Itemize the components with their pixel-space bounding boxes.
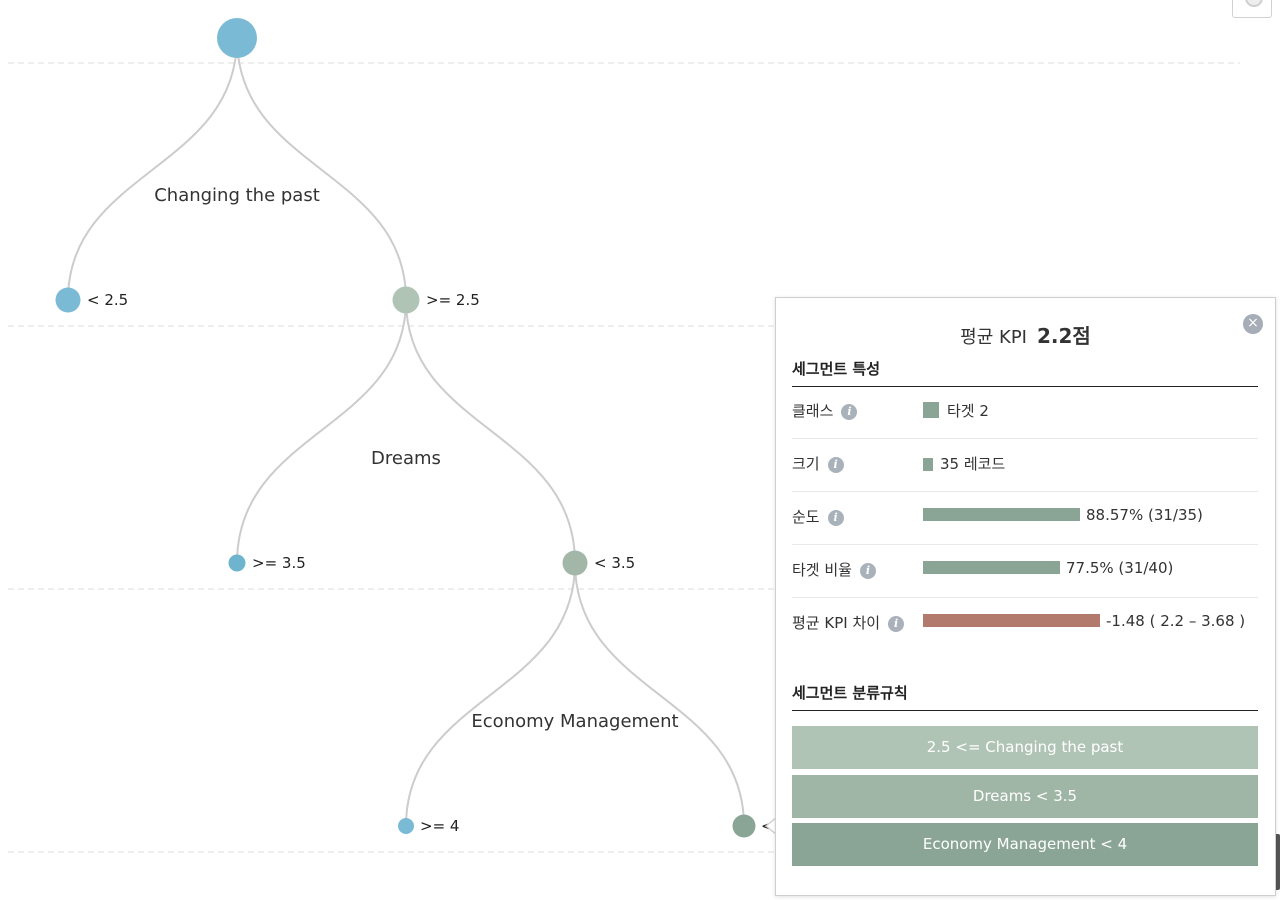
title-value: 2.2점 (1036, 324, 1091, 348)
tree-node[interactable] (228, 554, 246, 572)
split-label: Dreams (371, 448, 441, 469)
purity-bar (923, 508, 1080, 521)
property-label: 타겟 비율 (792, 561, 852, 579)
property-label-wrap: 클래스 i (792, 400, 858, 421)
tree-node[interactable] (392, 286, 420, 314)
selected-tree-node[interactable] (732, 814, 756, 838)
level-gridlines (8, 62, 1240, 853)
kpi-diff-bar (923, 614, 1100, 627)
title-label: 평균 KPI (960, 327, 1027, 348)
close-icon[interactable]: × (1243, 314, 1263, 334)
property-row-class: 클래스 i 타겟 2 (792, 386, 1258, 439)
property-value: 77.5% (31/40) (1066, 559, 1174, 577)
info-icon[interactable]: i (859, 563, 876, 579)
property-label: 크기 (792, 455, 820, 473)
property-label: 순도 (792, 508, 820, 526)
section-header-segment-properties: 세그먼트 특성 (792, 358, 1258, 387)
property-label-wrap: 크기 i (792, 453, 844, 474)
rule-item: 2.5 <= Changing the past (792, 726, 1258, 769)
tree-link (67, 37, 238, 301)
property-value-wrap: 77.5% (31/40) (923, 559, 1173, 577)
tree-node[interactable] (562, 550, 588, 576)
info-icon[interactable]: i (827, 457, 844, 473)
tree-link (236, 299, 407, 564)
section-header-segment-rules: 세그먼트 분류규칙 (792, 682, 1258, 711)
size-bar (923, 458, 933, 471)
property-row-size: 크기 i 35 레코드 (792, 439, 1258, 492)
tree-node[interactable] (398, 818, 414, 834)
property-label-wrap: 타겟 비율 i (792, 559, 876, 580)
property-value-wrap: 35 레코드 (923, 453, 1005, 474)
property-label: 평균 KPI 차이 (792, 614, 881, 632)
rule-item: Dreams < 3.5 (792, 775, 1258, 818)
scrollbar-thumb[interactable] (1274, 834, 1280, 890)
property-value: 35 레코드 (940, 455, 1006, 473)
property-row-purity: 순도 i 88.57% (31/35) (792, 492, 1258, 545)
class-color-swatch (923, 402, 939, 418)
property-row-kpi-diff: 평균 KPI 차이 i -1.48 ( 2.2 – 3.68 ) (792, 598, 1258, 650)
tree-link (405, 562, 576, 827)
property-value: 88.57% (31/35) (1086, 506, 1203, 524)
popover-arrow-inner (767, 818, 777, 834)
rule-item: Economy Management < 4 (792, 823, 1258, 866)
branch-label: >= 3.5 (252, 554, 306, 572)
property-value-wrap: 타겟 2 (923, 400, 989, 421)
property-label-wrap: 평균 KPI 차이 i (792, 612, 905, 633)
property-label: 클래스 (792, 402, 834, 420)
info-icon[interactable]: i (827, 510, 844, 526)
tree-link (236, 37, 407, 301)
panel-title: 평균 KPI 2.2점 (776, 320, 1275, 349)
split-label: Changing the past (154, 185, 320, 206)
branch-label: < 3.5 (594, 554, 635, 572)
property-row-target-ratio: 타겟 비율 i 77.5% (31/40) (792, 545, 1258, 598)
info-icon[interactable]: i (888, 616, 905, 632)
info-icon[interactable]: i (841, 404, 858, 420)
tree-link (574, 562, 745, 827)
root-node[interactable] (217, 18, 257, 58)
tree-node[interactable] (55, 287, 81, 313)
target-ratio-bar (923, 561, 1060, 574)
property-value: -1.48 ( 2.2 – 3.68 ) (1106, 612, 1246, 630)
property-value-wrap: -1.48 ( 2.2 – 3.68 ) (923, 612, 1245, 630)
segment-detail-panel: 평균 KPI 2.2점 × 세그먼트 특성 클래스 i 타겟 2 크기 i 35 레코… (775, 297, 1276, 896)
property-value-wrap: 88.57% (31/35) (923, 506, 1203, 524)
branch-label: >= 2.5 (426, 291, 480, 309)
property-label-wrap: 순도 i (792, 506, 844, 527)
property-value: 타겟 2 (947, 402, 989, 420)
settings-icon (1245, 0, 1263, 7)
branch-label: >= 4 (420, 817, 459, 835)
settings-button[interactable] (1232, 0, 1272, 18)
branch-label: < 2.5 (87, 291, 128, 309)
split-label: Economy Management (471, 711, 678, 732)
tree-link (405, 299, 576, 564)
